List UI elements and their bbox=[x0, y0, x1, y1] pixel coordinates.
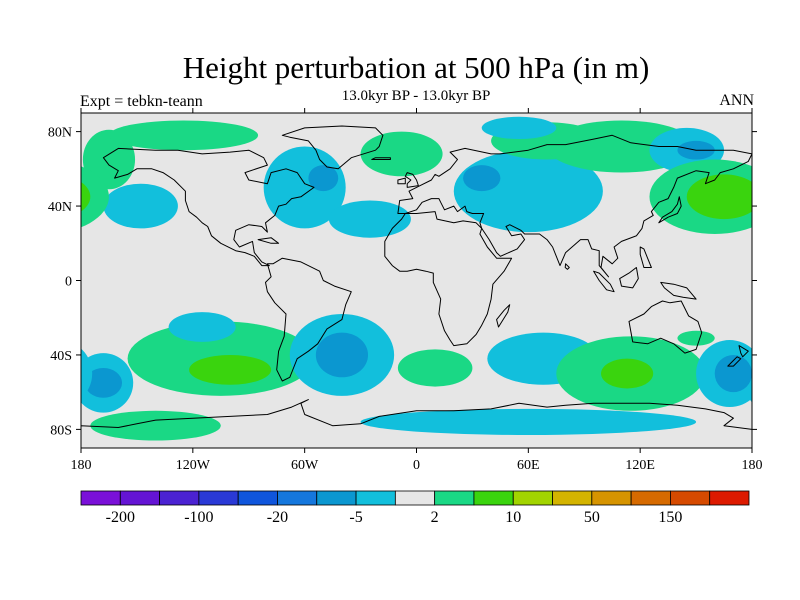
anomaly-region-30 bbox=[360, 408, 697, 435]
lon-tick-label: 180 bbox=[71, 458, 92, 473]
coastline-ireland bbox=[397, 177, 406, 185]
colorbar-label: -20 bbox=[267, 509, 288, 526]
anomaly-region-23 bbox=[397, 349, 473, 387]
anomaly-contours bbox=[81, 116, 752, 441]
coastline-australia bbox=[628, 300, 703, 354]
anomaly-region-15 bbox=[686, 174, 752, 220]
colorbar-swatch bbox=[394, 490, 436, 506]
anomaly-region-14 bbox=[81, 166, 109, 228]
anomaly-region-4 bbox=[308, 165, 339, 192]
colorbar-swatch bbox=[630, 490, 671, 506]
lat-tick-label: 0 bbox=[65, 275, 72, 290]
coastline-eurasia bbox=[397, 134, 752, 278]
colorbar-swatch bbox=[670, 490, 711, 506]
anomaly-region-20 bbox=[84, 367, 123, 398]
colorbar-swatch bbox=[316, 490, 357, 506]
coastline-antarctica bbox=[81, 399, 752, 448]
colorbar-swatch bbox=[237, 490, 278, 506]
colorbar-swatch bbox=[277, 490, 318, 506]
colorbar-label: -5 bbox=[349, 509, 362, 526]
anomaly-region-28 bbox=[714, 354, 752, 393]
anomaly-region-22 bbox=[315, 332, 369, 378]
colorbar-swatch bbox=[709, 490, 750, 506]
anomaly-region-1 bbox=[108, 120, 259, 151]
lat-tick-label: 80S bbox=[50, 423, 72, 438]
coastline-sumatra bbox=[593, 270, 615, 293]
colorbar-swatch bbox=[198, 490, 239, 506]
coastline-new-guinea bbox=[660, 281, 697, 300]
colorbar-label: 150 bbox=[658, 509, 682, 526]
map-subtitle: 13.0kyr BP - 13.0kyr BP bbox=[341, 88, 491, 104]
coastline-new-zealand-s bbox=[727, 356, 742, 367]
colorbar-label: 2 bbox=[431, 509, 439, 526]
anomaly-region-26 bbox=[601, 358, 654, 389]
colorbar-swatch bbox=[355, 490, 396, 506]
colorbar: -200 -100 -20 -5 2 10 50 150 bbox=[80, 490, 750, 526]
colorbar-label: 10 bbox=[505, 509, 521, 526]
anomaly-region-31 bbox=[90, 410, 221, 441]
axis-ticks: 80N 40N 0 40S 80S 180 120W 60W 0 60E 120E 180 bbox=[48, 108, 763, 473]
anomaly-region-10 bbox=[481, 116, 557, 140]
anomaly-region-15 bbox=[81, 181, 91, 212]
coastline-greenland bbox=[281, 125, 384, 170]
coastline-south-america bbox=[265, 257, 352, 382]
colorbar-swatch bbox=[119, 490, 160, 506]
coastline-north-america bbox=[102, 147, 315, 267]
coastline-uk bbox=[404, 172, 419, 188]
anomaly-region-18 bbox=[168, 312, 236, 342]
coastline-new-zealand-n bbox=[738, 345, 749, 358]
lon-tick-label: 180 bbox=[742, 458, 763, 473]
lon-tick-label: 60W bbox=[291, 458, 319, 473]
colorbar-swatch bbox=[591, 490, 632, 506]
coastline-africa bbox=[384, 211, 513, 347]
anomaly-region-17 bbox=[189, 354, 272, 385]
colorbar-label: 50 bbox=[584, 509, 600, 526]
colorbar-swatch bbox=[80, 490, 121, 506]
lon-tick-label: 120W bbox=[176, 458, 211, 473]
colorbar-swatch bbox=[434, 490, 475, 506]
map-title: Height perturbation at 500 hPa (in m) bbox=[182, 50, 650, 85]
colorbar-swatch bbox=[473, 490, 514, 506]
anomaly-region-6 bbox=[328, 200, 411, 238]
season-label: ANN bbox=[719, 92, 754, 109]
colorbar-label: -200 bbox=[106, 509, 135, 526]
anomaly-region-2 bbox=[103, 183, 178, 229]
anomaly-region-29 bbox=[677, 330, 715, 346]
lon-tick-label: 60E bbox=[517, 458, 540, 473]
anomaly-region-19 bbox=[744, 363, 752, 403]
coastline-borneo bbox=[619, 267, 639, 289]
lat-tick-label: 40N bbox=[48, 200, 72, 215]
coastline-madagascar bbox=[496, 304, 511, 328]
lon-tick-label: 120E bbox=[625, 458, 655, 473]
colorbar-label: -100 bbox=[184, 509, 213, 526]
anomaly-region-5 bbox=[360, 131, 443, 177]
coastline-sri-lanka bbox=[564, 263, 570, 270]
lat-tick-label: 80N bbox=[48, 126, 72, 141]
colorbar-swatch bbox=[552, 490, 593, 506]
anomaly-region-27 bbox=[81, 348, 93, 399]
experiment-label: Expt = tebkn-teann bbox=[80, 93, 203, 110]
coastline-iceland bbox=[371, 157, 391, 160]
colorbar-swatch bbox=[512, 490, 553, 506]
coastlines bbox=[81, 125, 752, 448]
colorbar-swatch bbox=[159, 490, 200, 506]
anomaly-region-8 bbox=[463, 165, 501, 192]
coastline-japan bbox=[658, 196, 682, 224]
lat-tick-label: 40S bbox=[50, 349, 72, 364]
coastline-philippines bbox=[639, 246, 652, 268]
lon-tick-label: 0 bbox=[413, 458, 420, 473]
coastline-cuba bbox=[257, 237, 280, 244]
